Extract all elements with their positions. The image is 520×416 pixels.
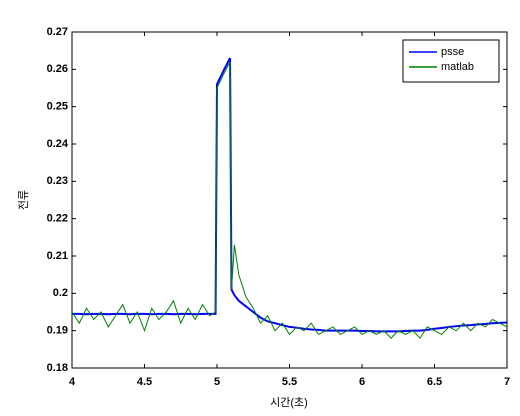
- legend-label: psse: [441, 46, 464, 58]
- y-tick-label: 0.18: [47, 362, 68, 374]
- series-line: [71, 61, 508, 339]
- x-tick-label: 6: [359, 376, 365, 388]
- x-tick-label: 6.5: [427, 376, 442, 388]
- legend-box: [402, 39, 500, 83]
- y-tick-label: 0.24: [47, 138, 69, 150]
- x-tick-label: 5: [214, 376, 220, 388]
- y-axis-label: 전류: [17, 190, 30, 210]
- x-tick-label: 7: [504, 376, 510, 388]
- y-tick-label: 0.27: [47, 26, 68, 38]
- y-tick-label: 0.23: [47, 175, 68, 187]
- x-tick-label: 4.5: [137, 376, 152, 388]
- y-tick-label: 0.21: [47, 250, 68, 262]
- y-tick-label: 0.2: [53, 287, 68, 299]
- x-tick-label: 5.5: [282, 376, 297, 388]
- y-tick-label: 0.25: [47, 101, 68, 113]
- plot-area: [71, 31, 508, 369]
- y-tick-label: 0.22: [47, 213, 68, 225]
- x-axis-label: 시간(초): [270, 396, 308, 409]
- legend-label: matlab: [441, 61, 474, 73]
- y-tick-label: 0.19: [47, 325, 68, 337]
- y-tick-label: 0.26: [47, 63, 68, 75]
- x-tick-label: 4: [69, 376, 76, 388]
